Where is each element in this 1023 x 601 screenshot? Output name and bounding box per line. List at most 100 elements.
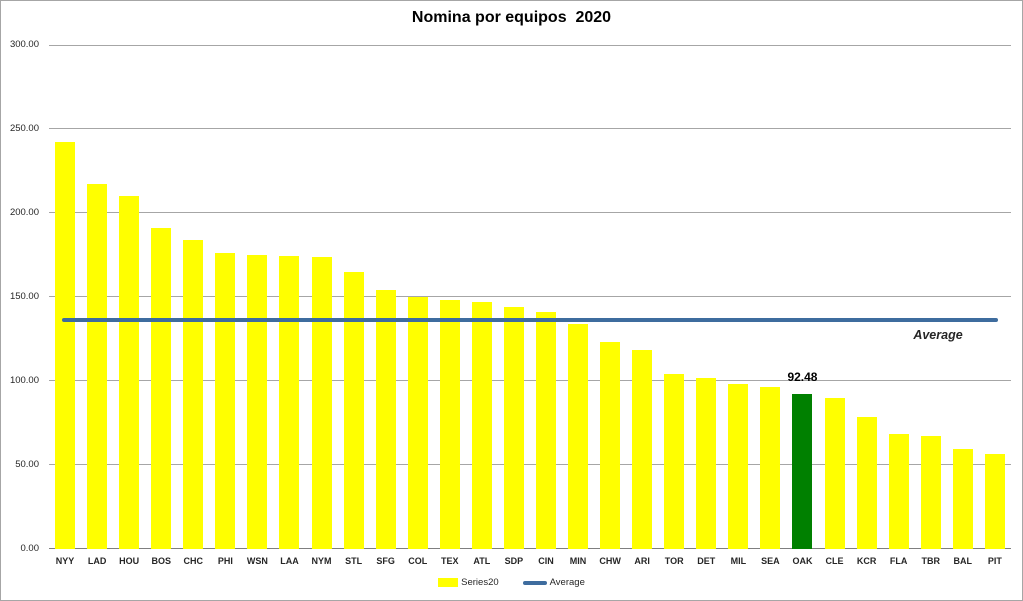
x-tick-label-ari: ARI — [634, 556, 650, 566]
gridline-100 — [49, 380, 1011, 381]
bar-slot-hou — [113, 45, 145, 549]
bar-stl[interactable] — [343, 271, 364, 549]
x-tick-label-tex: TEX — [441, 556, 459, 566]
bar-sfg[interactable] — [375, 290, 396, 549]
x-tick-label-det: DET — [697, 556, 716, 566]
x-tick-label-lad: LAD — [87, 556, 107, 566]
bar-slot-atl — [466, 45, 498, 549]
bar-slot-bal — [947, 45, 979, 549]
average-swatch-icon — [522, 580, 547, 585]
bar-fla[interactable] — [888, 433, 909, 549]
bar-ari[interactable] — [632, 349, 653, 549]
bar-slot-sea — [754, 45, 786, 549]
x-tick-label-bal: BAL — [953, 556, 973, 566]
series20-swatch-icon — [438, 578, 459, 587]
x-tick-label-col: COL — [408, 556, 428, 566]
legend: Series20 Average — [1, 577, 1022, 588]
y-tick-label: 0.00 — [20, 543, 40, 554]
gridline-50 — [49, 464, 1011, 465]
x-tick-label-bos: BOS — [151, 556, 171, 566]
bar-slot-laa — [273, 45, 305, 549]
y-tick-label: 150.00 — [9, 291, 39, 302]
bar-slot-nym — [306, 45, 338, 549]
gridline-0 — [49, 548, 1011, 549]
bar-slot-phi — [209, 45, 241, 549]
bar-slot-oak: 92.48 — [786, 45, 818, 549]
bar-slot-cin — [530, 45, 562, 549]
bar-sdp[interactable] — [503, 307, 524, 549]
bar-chc[interactable] — [183, 239, 204, 549]
bar-atl[interactable] — [471, 302, 492, 549]
bar-col[interactable] — [407, 297, 428, 549]
bar-slot-wsn — [241, 45, 273, 549]
bar-slot-det — [690, 45, 722, 549]
x-tick-label-cle: CLE — [825, 556, 844, 566]
bar-min[interactable] — [568, 323, 589, 549]
bar-slot-cle — [819, 45, 851, 549]
legend-item-average[interactable]: Average — [522, 577, 585, 588]
average-line-label: Average — [913, 328, 963, 343]
y-tick-label: 50.00 — [15, 459, 39, 470]
bar-det[interactable] — [696, 377, 717, 549]
highlighted-value-label: 92.48 — [787, 369, 818, 384]
bar-tor[interactable] — [664, 374, 685, 549]
bar-slot-ari — [626, 45, 658, 549]
legend-item-series20[interactable]: Series20 — [438, 577, 499, 588]
bar-tex[interactable] — [439, 300, 460, 549]
bar-cle[interactable] — [824, 397, 845, 549]
bar-slot-kcr — [851, 45, 883, 549]
bar-bos[interactable] — [151, 228, 172, 549]
bar-oak[interactable] — [792, 393, 813, 549]
bar-pit[interactable] — [984, 454, 1005, 549]
bar-slot-nyy — [49, 45, 81, 549]
bar-sea[interactable] — [760, 386, 781, 549]
bar-wsn[interactable] — [247, 255, 268, 549]
gridline-200 — [49, 212, 1011, 213]
bar-nym[interactable] — [311, 256, 332, 549]
x-tick-label-cin: CIN — [538, 556, 554, 566]
bar-mil[interactable] — [728, 383, 749, 549]
bar-slot-sdp — [498, 45, 530, 549]
x-tick-label-tbr: TBR — [921, 556, 940, 566]
bar-cin[interactable] — [535, 312, 556, 549]
legend-average-label: Average — [549, 577, 585, 588]
bar-kcr[interactable] — [856, 417, 877, 549]
x-tick-label-sfg: SFG — [376, 556, 395, 566]
gridline-150 — [49, 296, 1011, 297]
bar-slot-tor — [658, 45, 690, 549]
x-tick-label-chw: CHW — [599, 556, 621, 566]
bar-slot-lad — [81, 45, 113, 549]
bar-slot-tex — [434, 45, 466, 549]
bar-hou[interactable] — [119, 196, 140, 549]
x-tick-label-wsn: WSN — [246, 556, 268, 566]
bar-chw[interactable] — [600, 342, 621, 549]
x-tick-label-min: MIN — [569, 556, 587, 566]
bar-slot-bos — [145, 45, 177, 549]
average-line[interactable] — [62, 318, 998, 323]
x-tick-label-fla: FLA — [889, 556, 908, 566]
bar-slot-mil — [722, 45, 754, 549]
bar-nyy[interactable] — [55, 142, 76, 549]
bar-bal[interactable] — [952, 449, 973, 549]
bar-slot-chw — [594, 45, 626, 549]
bar-laa[interactable] — [279, 255, 300, 549]
x-tick-label-tor: TOR — [664, 556, 684, 566]
bar-slot-sfg — [370, 45, 402, 549]
bar-lad[interactable] — [87, 184, 108, 549]
x-tick-label-hou: HOU — [119, 556, 140, 566]
x-tick-label-stl: STL — [345, 556, 363, 566]
x-tick-label-phi: PHI — [217, 556, 233, 566]
x-tick-label-nyy: NYY — [55, 556, 75, 566]
bar-tbr[interactable] — [920, 435, 941, 549]
bar-slot-min — [562, 45, 594, 549]
chart-title: Nomina por equipos 2020 — [411, 9, 612, 26]
x-axis: NYY LAD HOU BOS CHC PHI WSN LAA NYM STL SFG COL TEX A… — [49, 556, 1011, 566]
bar-slot-col — [402, 45, 434, 549]
y-axis: 0.00 50.00 100.00 150.00 200.00 250.00 300.00 — [1, 39, 43, 554]
x-tick-label-laa: LAA — [280, 556, 299, 566]
plot-area: 92.48 Average — [49, 45, 1011, 549]
bar-phi[interactable] — [215, 253, 236, 549]
y-tick-label: 100.00 — [9, 375, 39, 386]
x-tick-label-mil: MIL — [730, 556, 747, 566]
